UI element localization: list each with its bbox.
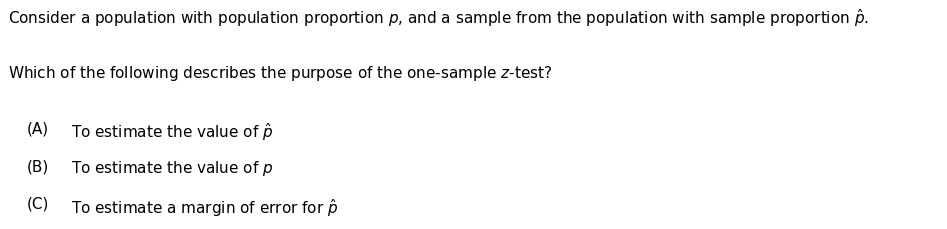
Text: (C): (C) xyxy=(27,197,49,212)
Text: (B): (B) xyxy=(27,159,48,174)
Text: Which of the following describes the purpose of the one-sample $z$-test?: Which of the following describes the pur… xyxy=(8,64,552,83)
Text: (A): (A) xyxy=(27,121,48,136)
Text: Consider a population with population proportion $p$, and a sample from the popu: Consider a population with population pr… xyxy=(8,7,868,29)
Text: To estimate a margin of error for $\hat{p}$: To estimate a margin of error for $\hat{… xyxy=(71,197,338,219)
Text: To estimate the value of $\hat{p}$: To estimate the value of $\hat{p}$ xyxy=(71,121,274,143)
Text: To estimate the value of $p$: To estimate the value of $p$ xyxy=(71,159,274,178)
